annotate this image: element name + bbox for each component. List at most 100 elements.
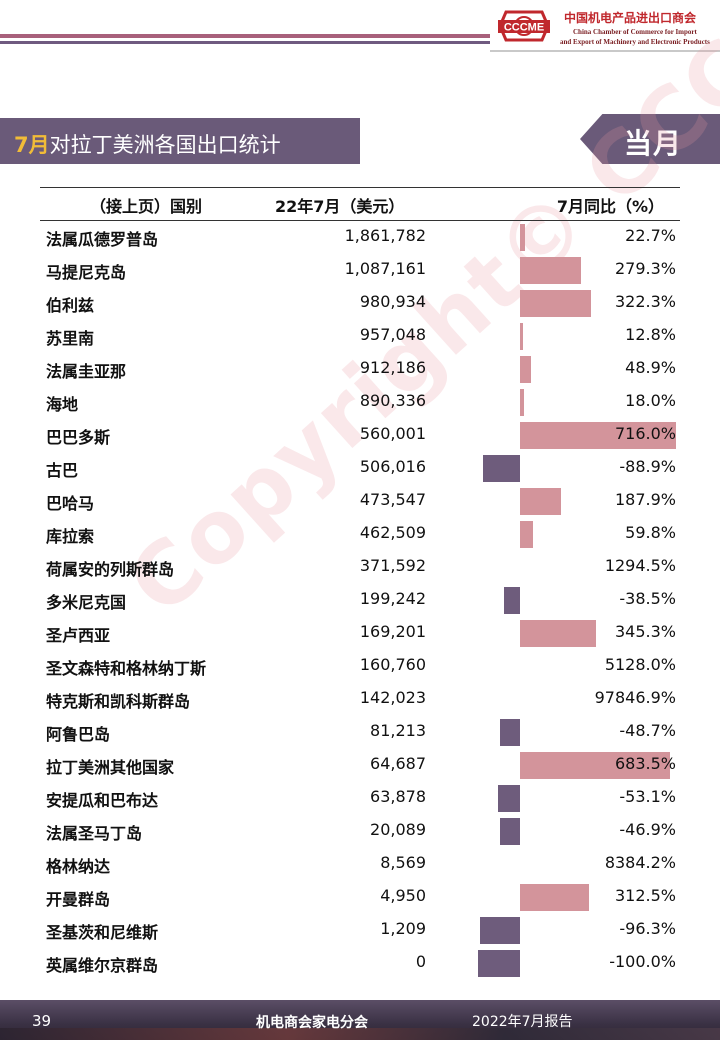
- export-value: 1,087,161: [344, 259, 426, 278]
- export-value: 890,336: [359, 391, 426, 410]
- title-text: 对拉丁美洲各国出口统计: [49, 133, 281, 157]
- table-row: 圣文森特和格林纳丁斯 160,760 5128.0%: [40, 650, 680, 683]
- yoy-bar: [520, 620, 596, 647]
- yoy-bar: [479, 917, 520, 944]
- yoy-percent: 5128.0%: [604, 655, 676, 674]
- logo-english-line2: and Export of Machinery and Electronic P…: [560, 38, 710, 46]
- yoy-percent: 312.5%: [614, 886, 676, 905]
- export-value: 142,023: [359, 688, 426, 707]
- yoy-percent: 1294.5%: [604, 556, 676, 575]
- export-value: 506,016: [359, 457, 426, 476]
- export-value: 1,861,782: [344, 226, 426, 245]
- table-row: 马提尼克岛 1,087,161 279.3%: [40, 254, 680, 287]
- export-value: 64,687: [370, 754, 426, 773]
- table-row: 圣卢西亚 169,201 345.3%: [40, 617, 680, 650]
- country-name: 圣文森特和格林纳丁斯: [46, 659, 207, 678]
- country-name: 荷属安的列斯群岛: [46, 560, 175, 579]
- yoy-bar: [482, 455, 520, 482]
- country-name: 古巴: [46, 461, 79, 480]
- country-name: 法属圭亚那: [46, 362, 127, 381]
- yoy-percent: 8384.2%: [604, 853, 676, 872]
- title-month: 7月: [14, 133, 50, 157]
- table-top-rule: [40, 187, 680, 188]
- table-row: 多米尼克国 199,242 -38.5%: [40, 584, 680, 617]
- yoy-bar: [520, 224, 525, 251]
- table-row: 拉丁美洲其他国家 64,687 683.5%: [40, 749, 680, 782]
- section-title-bar: 7月对拉丁美洲各国出口统计: [0, 118, 360, 164]
- column-header-country: （接上页）国别: [90, 197, 203, 216]
- yoy-percent: 97846.9%: [594, 688, 676, 707]
- country-name: 巴巴多斯: [46, 428, 111, 447]
- yoy-bar: [520, 488, 562, 515]
- yoy-bar: [520, 884, 589, 911]
- export-value: 957,048: [359, 325, 426, 344]
- column-header-yoy: 7月同比（%）: [556, 197, 664, 216]
- yoy-bar: [503, 587, 520, 614]
- table-row: 法属圭亚那 912,186 48.9%: [40, 353, 680, 386]
- export-value: 0: [415, 952, 426, 971]
- yoy-bar: [520, 323, 523, 350]
- country-name: 法属瓜德罗普岛: [46, 230, 159, 249]
- yoy-bar: [520, 356, 531, 383]
- period-tag: 当月: [580, 114, 720, 164]
- export-value: 8,569: [380, 853, 426, 872]
- table-row: 英属维尔京群岛 0 -100.0%: [40, 947, 680, 980]
- export-value: 560,001: [359, 424, 426, 443]
- table-header-rule: [40, 220, 680, 221]
- yoy-percent: 322.3%: [614, 292, 676, 311]
- export-value: 63,878: [370, 787, 426, 806]
- export-value: 81,213: [370, 721, 426, 740]
- column-header-value: 22年7月（美元）: [275, 197, 405, 216]
- header-rule-purple: [0, 41, 490, 44]
- yoy-percent: 187.9%: [614, 490, 676, 509]
- country-name: 英属维尔京群岛: [46, 956, 159, 975]
- country-name: 伯利兹: [46, 296, 95, 315]
- header-rule-pink: [0, 34, 490, 38]
- country-name: 安提瓜和巴布达: [46, 791, 159, 810]
- table-row: 法属瓜德罗普岛 1,861,782 22.7%: [40, 221, 680, 254]
- yoy-bar: [520, 257, 582, 284]
- table-row: 伯利兹 980,934 322.3%: [40, 287, 680, 320]
- country-name: 开曼群岛: [46, 890, 111, 909]
- country-name: 法属圣马丁岛: [46, 824, 143, 843]
- country-name: 拉丁美洲其他国家: [46, 758, 175, 777]
- country-name: 苏里南: [46, 329, 95, 348]
- table-row: 荷属安的列斯群岛 371,592 1294.5%: [40, 551, 680, 584]
- yoy-bar: [520, 422, 676, 449]
- yoy-percent: 48.9%: [625, 358, 676, 377]
- yoy-percent: -38.5%: [619, 589, 676, 608]
- export-value: 462,509: [359, 523, 426, 542]
- yoy-bar: [499, 719, 520, 746]
- table-header-row: （接上页）国别 22年7月（美元） 7月同比（%）: [40, 188, 680, 220]
- country-name: 多米尼克国: [46, 593, 127, 612]
- cccme-logo-icon: CCCME: [498, 10, 550, 42]
- yoy-percent: -46.9%: [619, 820, 676, 839]
- yoy-percent: 18.0%: [625, 391, 676, 410]
- export-value: 912,186: [359, 358, 426, 377]
- country-name: 圣基茨和尼维斯: [46, 923, 159, 942]
- country-name: 海地: [46, 395, 79, 414]
- export-value: 160,760: [359, 655, 426, 674]
- yoy-percent: -53.1%: [619, 787, 676, 806]
- table-row: 安提瓜和巴布达 63,878 -53.1%: [40, 782, 680, 815]
- yoy-percent: 59.8%: [625, 523, 676, 542]
- country-name: 特克斯和凯科斯群岛: [46, 692, 191, 711]
- period-tag-label: 当月: [623, 127, 682, 160]
- yoy-percent: -96.3%: [619, 919, 676, 938]
- table-row: 法属圣马丁岛 20,089 -46.9%: [40, 815, 680, 848]
- footer-band: [0, 1028, 720, 1040]
- yoy-bar: [520, 521, 534, 548]
- yoy-percent: 22.7%: [625, 226, 676, 245]
- yoy-percent: 279.3%: [614, 259, 676, 278]
- export-value: 20,089: [370, 820, 426, 839]
- export-value: 980,934: [359, 292, 426, 311]
- table-row: 海地 890,336 18.0%: [40, 386, 680, 419]
- export-value: 473,547: [359, 490, 426, 509]
- yoy-percent: 345.3%: [614, 622, 676, 641]
- yoy-percent: -100.0%: [609, 952, 676, 971]
- yoy-percent: -88.9%: [619, 457, 676, 476]
- footer-org: 机电商会家电分会: [256, 1015, 368, 1031]
- table-row: 巴哈马 473,547 187.9%: [40, 485, 680, 518]
- page-footer: 39 机电商会家电分会 2022年7月报告: [0, 1000, 720, 1040]
- yoy-bar: [500, 818, 520, 845]
